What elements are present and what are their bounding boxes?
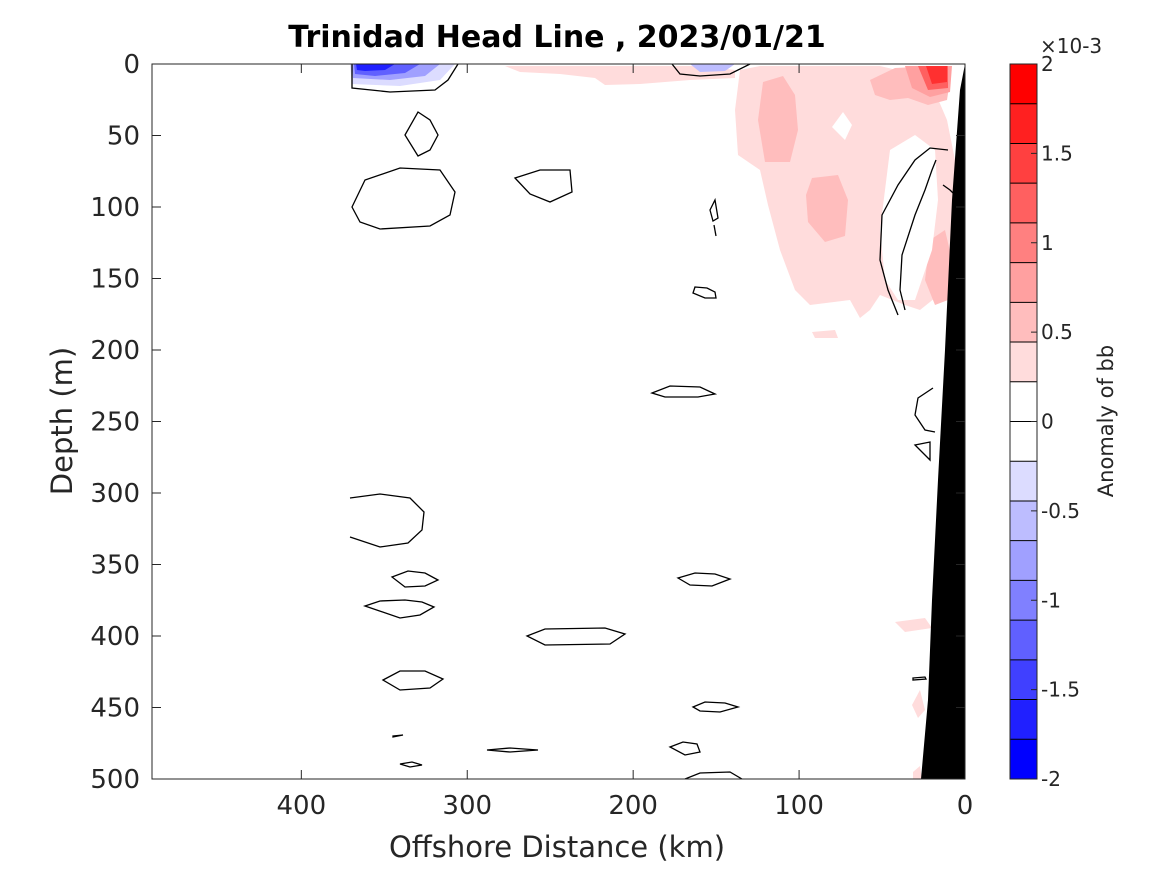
colorbar-segment [1010, 64, 1037, 105]
contour-line [914, 387, 936, 433]
contour-line [709, 197, 719, 222]
y-axis-label: Depth (m) [45, 347, 79, 495]
colorbar-segment [1010, 421, 1037, 462]
contour-line [349, 493, 425, 548]
contour-line [351, 167, 456, 230]
colorbar-segment [1010, 302, 1037, 343]
colorbar-tick-label: -1.5 [1041, 678, 1080, 702]
colorbar-segment [1010, 183, 1037, 224]
y-tick-label: 200 [90, 336, 140, 366]
contour-line [668, 741, 701, 756]
seafloor-mask [921, 64, 965, 779]
y-tick-label: 250 [90, 408, 140, 438]
x-axis-label: Offshore Distance (km) [389, 830, 725, 864]
y-tick-label: 150 [90, 265, 140, 295]
anomaly-region-positive-small-5 [913, 766, 922, 779]
x-tick-label: 100 [774, 791, 824, 821]
colorbar-label: Anomaly of bb [1094, 345, 1118, 497]
y-axis: 0 50 100 150 200 250 300 350 400 450 500 [90, 50, 965, 795]
contour-line [913, 441, 931, 462]
colorbar-tick-label: 1 [1041, 231, 1054, 255]
contour-line [486, 747, 539, 753]
zero-hole-1 [832, 112, 852, 140]
colorbar-tick-label: -2 [1041, 767, 1061, 791]
y-tick-label: 450 [90, 694, 140, 724]
colorbar-segment [1010, 500, 1037, 542]
colorbar-segment [1010, 143, 1037, 184]
colorbar: 2 1.5 1 0.5 0 -0.5 -1 -1.5 -2 [1009, 52, 1080, 791]
anomaly-region-positive-small-2 [812, 330, 838, 338]
x-tick-label: 300 [442, 791, 492, 821]
contour-line [684, 771, 743, 779]
colorbar-tick-label: 1.5 [1041, 141, 1073, 165]
zero-contours [349, 64, 956, 779]
contour-line [404, 111, 439, 157]
y-tick-label: 50 [107, 122, 140, 152]
colorbar-tick-label: -0.5 [1041, 499, 1080, 523]
x-tick-label: 200 [608, 791, 658, 821]
x-tick-label: 400 [277, 791, 327, 821]
contour-line [351, 64, 459, 93]
contour-line [362, 599, 436, 619]
contour-line [912, 676, 928, 681]
y-tick-label: 100 [90, 193, 140, 223]
colorbar-tick-label: 0 [1041, 410, 1054, 434]
colorbar-segment [1010, 262, 1037, 303]
anomaly-region-negative-small [690, 64, 735, 72]
contour-line [650, 385, 718, 398]
y-tick-label: 500 [90, 765, 140, 795]
y-tick-label: 0 [123, 50, 140, 80]
y-tick-label: 400 [90, 622, 140, 652]
contour-line [691, 701, 741, 713]
contour-line [381, 670, 445, 691]
contour-line [390, 570, 440, 588]
contour-line [399, 761, 423, 768]
colorbar-segment [1010, 381, 1037, 422]
colorbar-exponent: ×10-3 [1040, 34, 1102, 58]
colorbar-segment [1010, 699, 1037, 740]
contour-line [525, 627, 627, 646]
anomaly-region-negative-level-4 [356, 64, 395, 71]
anomaly-region-positive-level-5 [926, 66, 947, 84]
colorbar-tick-label: 0.5 [1041, 320, 1073, 344]
contour-line [899, 159, 937, 311]
anomaly-region-positive-level-2b [806, 175, 848, 242]
zero-hole-2 [880, 135, 938, 300]
anomaly-region-positive-small-3 [895, 618, 932, 632]
anomaly-region-positive-level-2a [758, 76, 798, 162]
colorbar-segment [1010, 739, 1037, 780]
y-tick-label: 350 [90, 551, 140, 581]
contour-line [676, 572, 732, 587]
x-tick-label: 0 [957, 791, 974, 821]
contour-line [671, 64, 751, 77]
contour-line [713, 224, 717, 237]
contour-line [879, 147, 949, 316]
contour-line [692, 286, 717, 299]
colorbar-segment [1010, 540, 1037, 581]
anomaly-region-positive-small-4 [912, 690, 925, 718]
x-axis: 400 300 200 100 0 [277, 64, 974, 821]
contour-line [513, 169, 573, 203]
y-tick-label: 300 [90, 479, 140, 509]
contour-line [392, 734, 404, 738]
chart-title: Trinidad Head Line , 2023/01/21 [288, 20, 825, 55]
plot-area [152, 64, 965, 779]
colorbar-tick-label: 2 [1041, 52, 1054, 76]
colorbar-segment [1010, 461, 1037, 502]
colorbar-tick-label: -1 [1041, 588, 1061, 612]
colorbar-segment [1010, 659, 1037, 701]
colorbar-segment [1010, 342, 1037, 383]
colorbar-segment [1010, 103, 1037, 144]
colorbar-segment [1010, 620, 1037, 661]
